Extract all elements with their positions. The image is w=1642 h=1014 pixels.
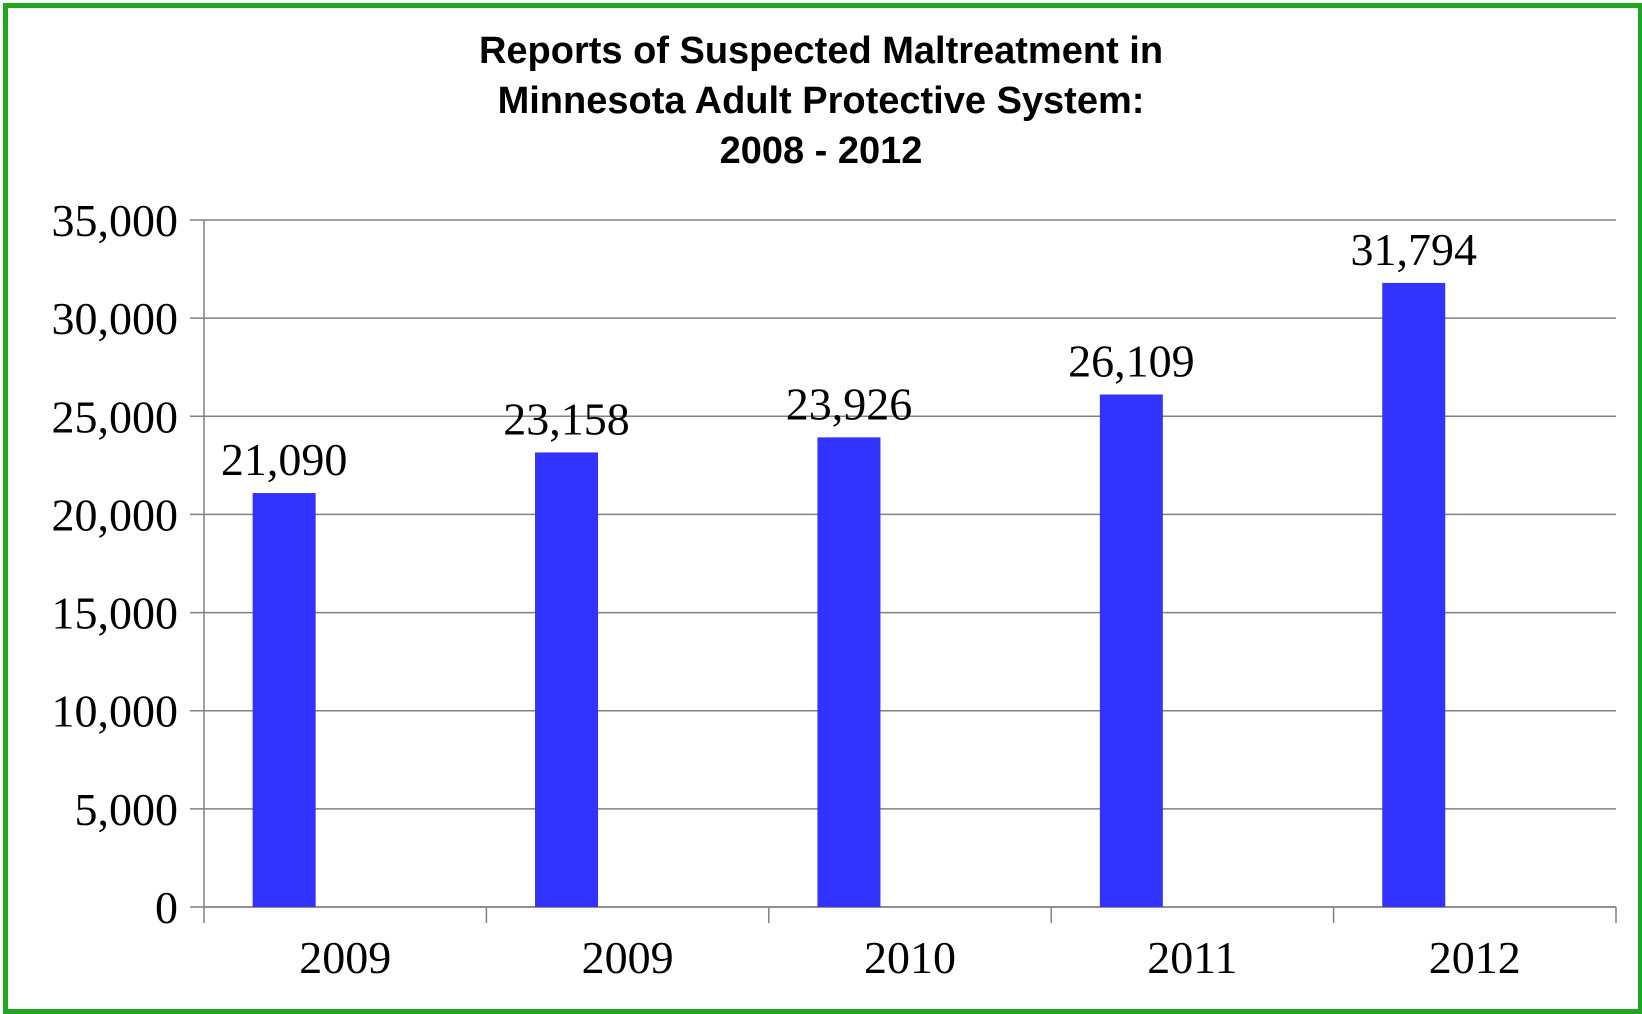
x-tick-label-0: 2009 [299,932,391,983]
y-tick-label-3: 15,000 [52,588,179,639]
bar-2012-4 [1382,282,1446,907]
data-label-0: 21,090 [221,434,348,485]
chart-title: Reports of Suspected Maltreatment in Min… [0,26,1642,176]
y-tick-label-7: 35,000 [52,195,179,246]
y-tick-label-2: 10,000 [52,686,179,737]
x-tick-label-1: 2009 [582,932,674,983]
y-tick-label-1: 5,000 [75,784,179,835]
data-label-3: 26,109 [1068,336,1195,387]
y-tick-label-5: 25,000 [52,391,179,442]
x-tick-label-3: 2011 [1147,932,1237,983]
bar-2009-1 [535,452,599,907]
y-tick-label-4: 20,000 [52,489,179,540]
chart-title-line-1: Reports of Suspected Maltreatment in [478,30,1164,72]
data-label-2: 23,926 [786,378,913,429]
x-tick-label-2: 2010 [864,932,956,983]
y-tick-label-0: 0 [155,882,178,933]
data-label-4: 31,794 [1350,224,1477,275]
data-label-1: 23,158 [503,393,630,444]
x-tick-label-4: 2012 [1429,932,1521,983]
y-tick-label-6: 30,000 [52,293,179,344]
bar-2011-3 [1099,394,1163,907]
chart-title-line-2: Minnesota Adult Protective System: [497,80,1145,122]
bar-2009-0 [252,493,316,907]
bar-2010-2 [817,437,881,907]
chart-title-line-3: 2008 - 2012 [719,130,923,172]
